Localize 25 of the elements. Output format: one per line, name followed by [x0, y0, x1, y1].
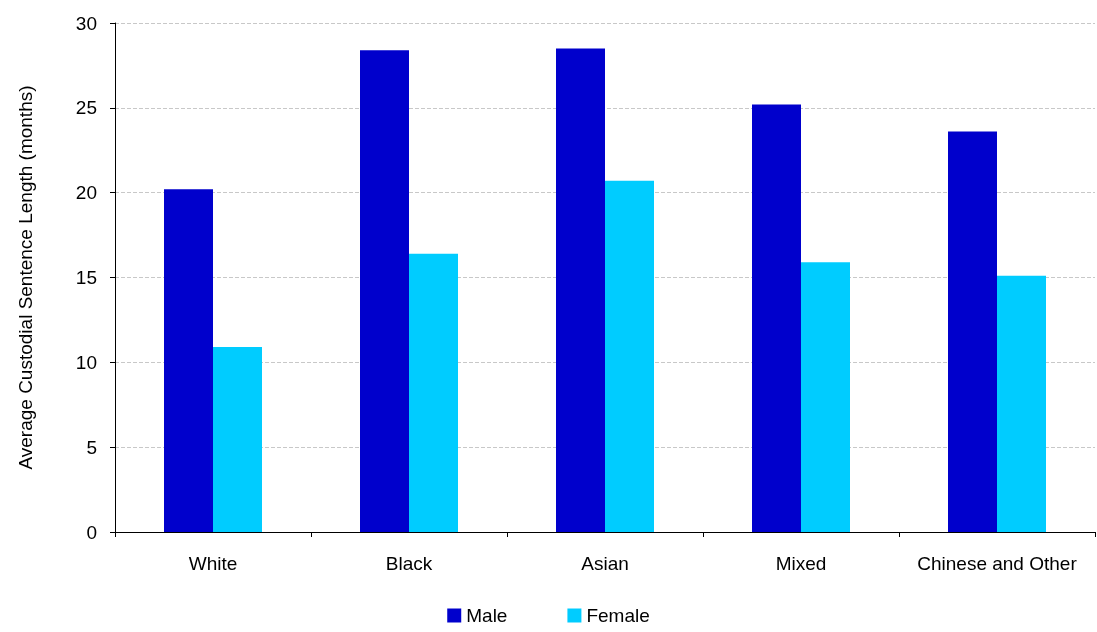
y-tick-label: 0 — [86, 521, 97, 543]
legend-label: Female — [586, 605, 650, 626]
y-tick-label: 5 — [86, 436, 97, 458]
bar — [164, 189, 213, 532]
x-tick-label: Asian — [581, 552, 629, 574]
y-tick-label: 10 — [75, 351, 97, 373]
bar — [605, 180, 654, 532]
y-axis-title: Average Custodial Sentence Length (months) — [15, 85, 36, 470]
bar — [213, 347, 262, 532]
bar — [997, 275, 1046, 532]
bar — [409, 253, 458, 532]
y-tick-label: 30 — [75, 12, 97, 34]
y-tick-label: 15 — [75, 267, 97, 288]
bar — [360, 50, 409, 532]
legend-label: Male — [466, 605, 508, 626]
x-tick-label: Black — [385, 552, 433, 574]
x-tick-label: Mixed — [775, 552, 827, 574]
bar — [752, 104, 801, 532]
bar — [556, 48, 605, 532]
y-tick-label: 20 — [75, 182, 97, 204]
x-tick-label: White — [188, 552, 238, 574]
y-tick-label: 25 — [75, 97, 97, 119]
bar — [948, 131, 997, 532]
bar — [801, 262, 850, 532]
x-tick-label: Chinese and Other — [917, 552, 1078, 574]
